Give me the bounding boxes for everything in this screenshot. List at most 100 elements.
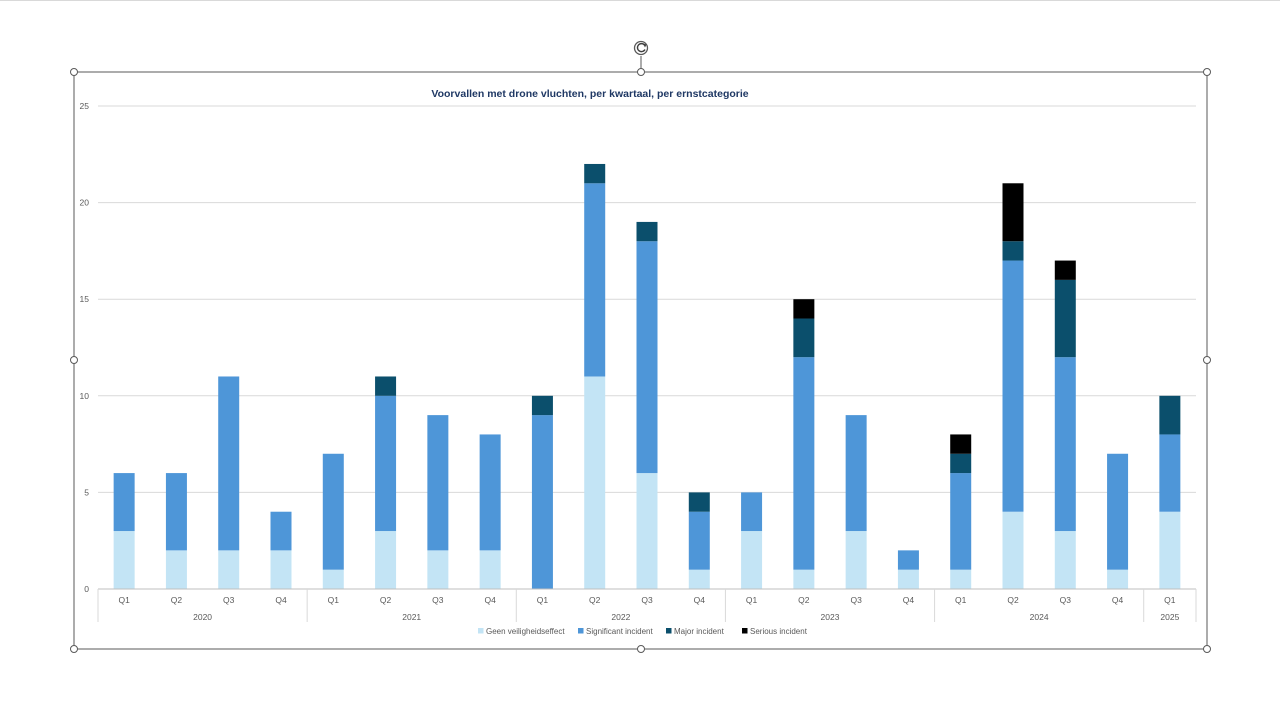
bar-major-incident-2023-q2[interactable]: [793, 318, 815, 358]
resize-handle-bottom[interactable]: [637, 645, 645, 653]
x-tick-label-quarter: Q3: [432, 595, 444, 605]
x-tick-label-quarter: Q4: [903, 595, 915, 605]
bar-serious-incident-2024-q2[interactable]: [1002, 183, 1024, 242]
bar-major-incident-2024-q3[interactable]: [1054, 279, 1076, 358]
x-tick-label-year: 2022: [611, 612, 630, 622]
x-tick-label-quarter: Q2: [171, 595, 183, 605]
bar-geen-veiligheidseffect-2023-q1[interactable]: [741, 531, 763, 589]
x-tick-label-year: 2021: [402, 612, 421, 622]
x-tick-label-year: 2025: [1160, 612, 1179, 622]
bar-geen-veiligheidseffect-2024-q1[interactable]: [950, 569, 972, 589]
bar-major-incident-2024-q2[interactable]: [1002, 241, 1024, 261]
bar-significant-incident-2023-q2[interactable]: [793, 357, 815, 570]
bar-major-incident-2025-q1[interactable]: [1159, 395, 1181, 435]
bar-significant-incident-2021-q2[interactable]: [375, 395, 397, 532]
x-tick-label-quarter: Q3: [1060, 595, 1072, 605]
bar-serious-incident-2023-q2[interactable]: [793, 299, 815, 319]
x-tick-label-quarter: Q1: [537, 595, 549, 605]
x-tick-label-quarter: Q1: [328, 595, 340, 605]
bar-significant-incident-2024-q1[interactable]: [950, 473, 972, 570]
bar-significant-incident-2020-q1[interactable]: [113, 473, 135, 532]
x-tick-label-quarter: Q2: [380, 595, 392, 605]
x-tick-label-quarter: Q2: [1007, 595, 1019, 605]
bar-major-incident-2022-q1[interactable]: [531, 395, 553, 416]
bar-major-incident-2022-q2[interactable]: [584, 163, 606, 184]
legend-item-significant-incident[interactable]: Significant incident: [578, 627, 653, 636]
x-axis: Q1 Q2 Q3 Q4 Q1 Q2 Q3 Q4 Q1 Q2 Q3 Q4 Q1 Q2 Q3 Q4 Q1 Q2 Q3 Q4…: [97, 588, 1197, 622]
bar-significant-incident-2021-q4[interactable]: [479, 434, 501, 551]
resize-handle-top-right[interactable]: [1203, 68, 1211, 76]
bar-significant-incident-2022-q1[interactable]: [531, 415, 553, 589]
bar-geen-veiligheidseffect-2025-q1[interactable]: [1159, 511, 1181, 589]
bar-significant-incident-2020-q3[interactable]: [218, 376, 240, 551]
x-tick-label-quarter: Q4: [275, 595, 287, 605]
bar-significant-incident-2023-q1[interactable]: [741, 492, 763, 532]
bar-geen-veiligheidseffect-2020-q3[interactable]: [218, 550, 240, 589]
bar-serious-incident-2024-q3[interactable]: [1054, 260, 1076, 280]
bar-geen-veiligheidseffect-2021-q1[interactable]: [322, 569, 344, 589]
bar-major-incident-2024-q1[interactable]: [950, 453, 972, 474]
bar-geen-veiligheidseffect-2021-q2[interactable]: [375, 531, 397, 589]
bar-significant-incident-2025-q1[interactable]: [1159, 434, 1181, 512]
bar-significant-incident-2024-q2[interactable]: [1002, 260, 1024, 512]
legend-item-major-incident[interactable]: Major incident: [666, 627, 725, 636]
bar-significant-incident-2022-q3[interactable]: [636, 241, 658, 474]
legend-item-geen-veiligheidseffect[interactable]: Geen veiligheidseffect: [478, 627, 565, 636]
bar-geen-veiligheidseffect-2020-q1[interactable]: [113, 531, 135, 589]
bar-significant-incident-2020-q2[interactable]: [165, 473, 187, 551]
bar-geen-veiligheidseffect-2022-q2[interactable]: [584, 376, 606, 589]
bar-geen-veiligheidseffect-2024-q4[interactable]: [1107, 569, 1129, 589]
resize-handle-left[interactable]: [70, 356, 78, 364]
window-top-border: [0, 0, 1280, 1]
resize-handle-top[interactable]: [637, 68, 645, 76]
chart-title: Voorvallen met drone vluchten, per kwart…: [431, 88, 748, 100]
resize-handle-top-left[interactable]: [70, 68, 78, 76]
y-tick-label: 20: [80, 198, 90, 208]
legend-swatch: [578, 628, 584, 634]
x-tick-label-quarter: Q4: [484, 595, 496, 605]
resize-handle-bottom-left[interactable]: [70, 645, 78, 653]
bar-geen-veiligheidseffect-2024-q3[interactable]: [1054, 531, 1076, 589]
bar-significant-incident-2020-q4[interactable]: [270, 511, 292, 551]
x-tick-label-year: 2024: [1030, 612, 1049, 622]
x-tick-label-quarter: Q1: [746, 595, 758, 605]
legend-label: Significant incident: [586, 627, 653, 636]
bar-geen-veiligheidseffect-2020-q4[interactable]: [270, 550, 292, 589]
bar-significant-incident-2024-q4[interactable]: [1107, 453, 1129, 570]
x-tick-label-quarter: Q2: [798, 595, 810, 605]
bar-series: [113, 163, 1181, 589]
bar-geen-veiligheidseffect-2023-q4[interactable]: [897, 569, 919, 589]
bar-significant-incident-2021-q1[interactable]: [322, 453, 344, 570]
bar-major-incident-2022-q3[interactable]: [636, 221, 658, 242]
legend-item-serious-incident[interactable]: Serious incident: [742, 627, 808, 636]
rotate-handle-icon[interactable]: [633, 40, 649, 56]
bar-geen-veiligheidseffect-2024-q2[interactable]: [1002, 511, 1024, 589]
bar-serious-incident-2024-q1[interactable]: [950, 434, 972, 454]
bar-significant-incident-2022-q4[interactable]: [688, 511, 710, 570]
x-tick-label-quarter: Q3: [641, 595, 653, 605]
bar-geen-veiligheidseffect-2022-q3[interactable]: [636, 473, 658, 589]
y-axis-tick-labels: 0 5 10 15 20 25: [80, 101, 90, 594]
legend-label: Serious incident: [750, 627, 808, 636]
bar-significant-incident-2021-q3[interactable]: [427, 415, 449, 551]
bar-geen-veiligheidseffect-2021-q3[interactable]: [427, 550, 449, 589]
x-tick-label-quarter: Q4: [1112, 595, 1124, 605]
resize-handle-right[interactable]: [1203, 356, 1211, 364]
bar-geen-veiligheidseffect-2023-q2[interactable]: [793, 569, 815, 589]
bar-geen-veiligheidseffect-2020-q2[interactable]: [165, 550, 187, 589]
bar-significant-incident-2023-q4[interactable]: [897, 550, 919, 570]
bar-significant-incident-2024-q3[interactable]: [1054, 357, 1076, 532]
legend-label: Geen veiligheidseffect: [486, 627, 565, 636]
bar-significant-incident-2023-q3[interactable]: [845, 415, 867, 532]
bar-geen-veiligheidseffect-2021-q4[interactable]: [479, 550, 501, 589]
y-tick-label: 25: [80, 101, 90, 111]
bar-significant-incident-2022-q2[interactable]: [584, 183, 606, 377]
bar-geen-veiligheidseffect-2022-q4[interactable]: [688, 569, 710, 589]
bar-major-incident-2021-q2[interactable]: [375, 376, 397, 396]
legend-swatch: [742, 628, 748, 634]
resize-handle-bottom-right[interactable]: [1203, 645, 1211, 653]
y-tick-label: 0: [84, 584, 89, 594]
bar-major-incident-2022-q4[interactable]: [688, 492, 710, 512]
bar-geen-veiligheidseffect-2023-q3[interactable]: [845, 531, 867, 589]
